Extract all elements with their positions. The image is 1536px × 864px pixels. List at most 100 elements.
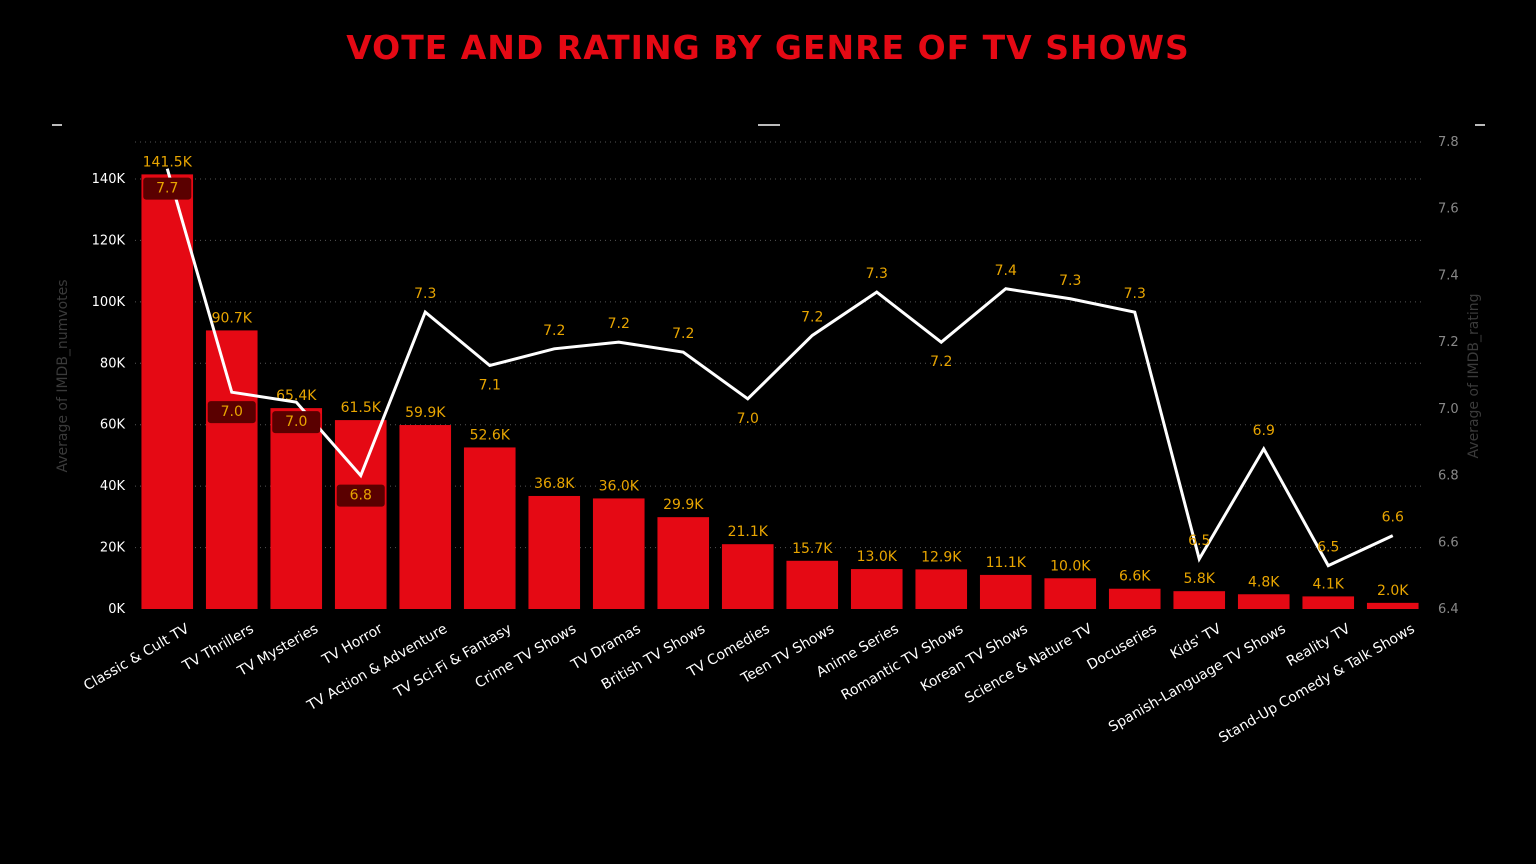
x-category-label: Korean TV Shows <box>918 621 1031 695</box>
line-data-label: 7.0 <box>221 404 243 420</box>
left-y-tick-label: 40K <box>100 479 126 494</box>
line-label-background <box>336 484 385 507</box>
bar <box>1366 602 1419 609</box>
line-data-label: 7.0 <box>285 414 307 430</box>
right-y-tick-label: 7.8 <box>1438 135 1459 150</box>
bar-data-label: 6.6K <box>1119 569 1151 585</box>
bar <box>1108 588 1161 609</box>
bar-data-label: 141.5K <box>143 154 193 170</box>
line-data-label: 7.2 <box>672 326 694 342</box>
bar <box>1237 594 1290 609</box>
rating-line <box>165 168 1394 568</box>
bar <box>463 447 516 609</box>
bar <box>528 495 581 609</box>
bar <box>205 330 258 609</box>
bar <box>657 517 710 609</box>
bar <box>399 425 452 609</box>
bar-data-label: 90.7K <box>212 310 253 326</box>
bar <box>850 569 903 609</box>
line-data-label: 7.2 <box>608 316 630 332</box>
rating-line-path <box>165 168 1394 568</box>
left-y-tick-label: 100K <box>92 295 126 310</box>
bar-data-label: 29.9K <box>663 497 704 513</box>
line-data-label: 7.2 <box>543 323 565 339</box>
left-y-tick-label: 140K <box>92 172 126 187</box>
line-label-background <box>207 401 256 424</box>
line-data-label: 7.7 <box>156 181 178 197</box>
line-data-label: 7.3 <box>414 286 436 302</box>
left-visual-handle <box>52 124 62 126</box>
line-data-label: 6.9 <box>1253 423 1275 439</box>
left-y-tick-label: 0K <box>108 602 125 617</box>
line-label-background <box>143 177 192 200</box>
bar-data-label: 2.0K <box>1377 583 1409 599</box>
bar <box>1044 578 1097 609</box>
x-category-label: TV Sci-Fi & Fantasy <box>391 621 515 702</box>
line-data-label: 7.1 <box>479 377 501 393</box>
right-y-tick-label: 7.6 <box>1438 202 1459 217</box>
bar-data-label: 59.9K <box>405 405 446 421</box>
right-y-tick-label: 6.6 <box>1438 535 1459 550</box>
line-data-label: 7.3 <box>1124 286 1146 302</box>
bar <box>1302 596 1355 609</box>
right-y-tick-label: 7.4 <box>1438 268 1459 283</box>
left-y-tick-label: 60K <box>100 418 126 433</box>
bar-data-label: 21.1K <box>728 524 769 540</box>
bar-data-label: 61.5K <box>341 400 382 416</box>
line-data-labels: 7.7 7.0 7.0 6.8 7.3 7.1 7.2 7.2 7.2 7.0 7.2 7.3 7.2 7… <box>143 177 1404 556</box>
x-category-label: Romantic TV Shows <box>839 621 966 704</box>
bar <box>1173 591 1226 609</box>
right-y-axis-title: Average of IMDB_rating <box>1466 294 1482 459</box>
bar <box>141 174 194 609</box>
bars <box>141 174 1419 609</box>
right-y-tick-label: 6.8 <box>1438 469 1459 484</box>
left-y-tick-label: 120K <box>92 233 126 248</box>
bar <box>270 408 323 609</box>
right-y-tick-label: 6.4 <box>1438 602 1459 617</box>
x-category-label: Classic & Cult TV <box>81 621 192 694</box>
line-label-background <box>272 411 321 434</box>
line-data-label: 6.6 <box>1382 510 1404 526</box>
line-data-label: 6.5 <box>1317 540 1339 556</box>
center-visual-handle[interactable] <box>758 124 780 126</box>
line-data-label: 6.5 <box>1188 533 1210 549</box>
bar-data-label: 12.9K <box>921 549 962 565</box>
bar <box>786 560 839 609</box>
line-data-label: 7.3 <box>1059 273 1081 289</box>
line-data-label: 7.2 <box>801 309 823 325</box>
bar <box>334 420 387 609</box>
bar-data-label: 13.0K <box>857 549 898 565</box>
gridlines <box>135 141 1425 549</box>
line-data-label: 6.8 <box>350 488 372 504</box>
line-data-label: 7.2 <box>930 354 952 370</box>
bar-data-label: 4.8K <box>1248 574 1280 590</box>
bar-data-label: 15.7K <box>792 541 833 557</box>
bar-data-label: 5.8K <box>1184 571 1216 587</box>
x-category-label: Docuseries <box>1085 621 1160 674</box>
chart-title: VOTE AND RATING BY GENRE OF TV SHOWS <box>346 28 1190 67</box>
bar-data-label: 52.6K <box>470 427 511 443</box>
x-category-label: Kids' TV <box>1168 621 1225 663</box>
line-data-label: 7.0 <box>737 411 759 427</box>
left-y-axis: Average of IMDB_numvotes 0K 20K 40K 60K 80K 1… <box>55 172 125 617</box>
left-y-tick-label: 80K <box>100 356 126 371</box>
bar-data-label: 10.0K <box>1050 558 1091 574</box>
left-y-axis-title: Average of IMDB_numvotes <box>55 279 71 472</box>
bar-data-label: 36.8K <box>534 476 575 492</box>
right-visual-handle <box>1475 124 1485 126</box>
left-y-tick-label: 20K <box>100 541 126 556</box>
bar <box>721 544 774 609</box>
bar <box>979 574 1032 609</box>
bar-data-label: 36.0K <box>599 478 640 494</box>
line-data-label: 7.4 <box>995 263 1017 279</box>
bar <box>915 569 968 609</box>
right-y-axis: Average of IMDB_rating 6.4 6.6 6.8 7.0 7.2 7.… <box>1438 135 1482 617</box>
bar <box>592 498 645 609</box>
bar-data-label: 4.1K <box>1313 576 1345 592</box>
line-data-label: 7.3 <box>866 266 888 282</box>
bar-data-label: 11.1K <box>986 555 1027 571</box>
right-y-tick-label: 7.2 <box>1438 335 1459 350</box>
